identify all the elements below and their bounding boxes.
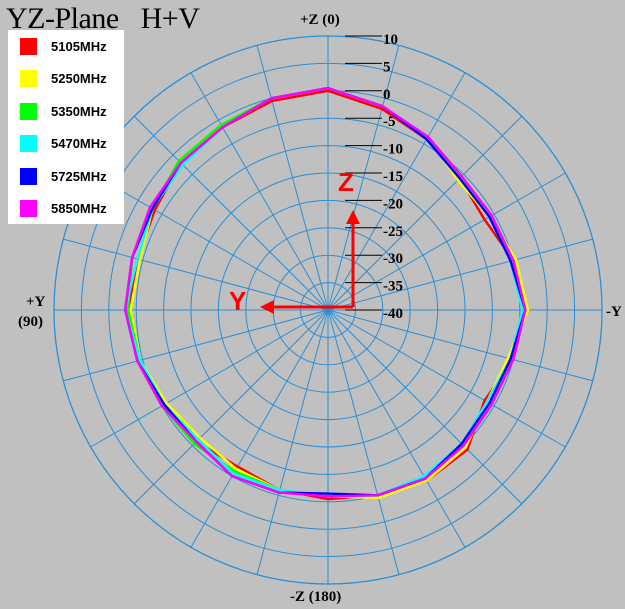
legend-swatch — [20, 135, 37, 152]
grid-spoke — [256, 45, 329, 311]
grid-spoke — [63, 238, 329, 311]
grid-spoke — [327, 309, 566, 448]
legend-swatch — [20, 70, 37, 87]
legend-swatch — [20, 102, 37, 120]
legend-label: 5470MHz — [51, 136, 107, 151]
grid-spoke — [327, 72, 466, 311]
plot-title: YZ-Plane H+V — [6, 2, 221, 36]
grid-spoke — [327, 238, 593, 311]
scale-tick-label: -5 — [383, 114, 396, 130]
z-overlay-label: Z — [338, 167, 354, 197]
legend-swatch — [20, 200, 37, 217]
grid-spoke — [327, 309, 593, 382]
legend-label: 5725MHz — [51, 168, 107, 184]
axis-label-bottom: -Z (180) — [290, 589, 342, 605]
grid-spoke — [327, 309, 466, 548]
grid-spoke — [327, 115, 523, 311]
legend-item: 5350MHz — [20, 102, 107, 120]
polarization-label: H+V — [140, 2, 200, 35]
polar-grid — [53, 35, 603, 585]
scale-tick-label: -30 — [383, 251, 403, 267]
grid-spoke — [327, 309, 400, 575]
scale-tick-label: 0 — [383, 87, 391, 103]
grid-spoke — [90, 309, 329, 448]
legend-item: 5105MHz — [20, 37, 107, 55]
legend-label: 5350MHz — [51, 103, 107, 119]
grid-spoke — [190, 72, 329, 311]
y-arrow-head — [260, 300, 274, 314]
scale-tick-label: -10 — [383, 142, 403, 158]
z-arrow-head — [346, 210, 360, 224]
scale-tick-label: -40 — [383, 306, 403, 322]
series-line-5725MHz — [124, 86, 527, 497]
pattern-curves — [124, 86, 530, 501]
scale-tick-label: 10 — [383, 32, 398, 48]
legend-item: 5850MHz — [20, 200, 107, 218]
legend-label: 5105MHz — [51, 38, 107, 54]
series-line-5105MHz — [126, 89, 527, 501]
legend-label: 5850MHz — [51, 201, 107, 216]
legend-swatch — [20, 37, 37, 55]
grid-spoke — [133, 115, 329, 311]
legend-item: 5470MHz — [20, 135, 107, 153]
grid-spoke — [133, 309, 329, 505]
grid-spoke — [63, 309, 329, 382]
axis-arrows-overlay: Z Y — [229, 167, 360, 316]
scale-tick-label: 5 — [383, 59, 391, 75]
grid-spoke — [327, 172, 566, 311]
axis-label-right: -Y — [606, 304, 622, 320]
axis-label-left-angle: (90) — [18, 314, 43, 330]
grid-spoke — [327, 309, 523, 505]
axis-label-top: +Z (0) — [300, 12, 340, 28]
grid-spoke — [256, 309, 329, 575]
series-line-5850MHz — [124, 86, 527, 498]
grid-spoke — [190, 309, 329, 548]
legend-item: 5250MHz — [20, 70, 107, 88]
grid-spoke — [90, 172, 329, 311]
y-overlay-label: Y — [229, 286, 246, 316]
plane-label: YZ-Plane — [6, 2, 119, 35]
radial-scale: 10 5 0 -5 -10 -15 -20 -25 -30 -35 -40 — [345, 32, 403, 322]
scale-tick-label: -20 — [383, 196, 403, 212]
legend-label: 5250MHz — [51, 71, 107, 86]
scale-tick-label: -15 — [383, 169, 403, 185]
grid-spoke — [327, 45, 400, 311]
scale-tick-label: -35 — [383, 279, 403, 295]
legend-swatch — [20, 167, 37, 185]
scale-tick-label: -25 — [383, 224, 403, 240]
legend-item: 5725MHz — [20, 167, 107, 185]
axis-label-left: +Y — [26, 294, 46, 310]
legend: 5105MHz 5250MHz 5350MHz 5470MHz 5725MHz 5850M… — [8, 30, 124, 224]
